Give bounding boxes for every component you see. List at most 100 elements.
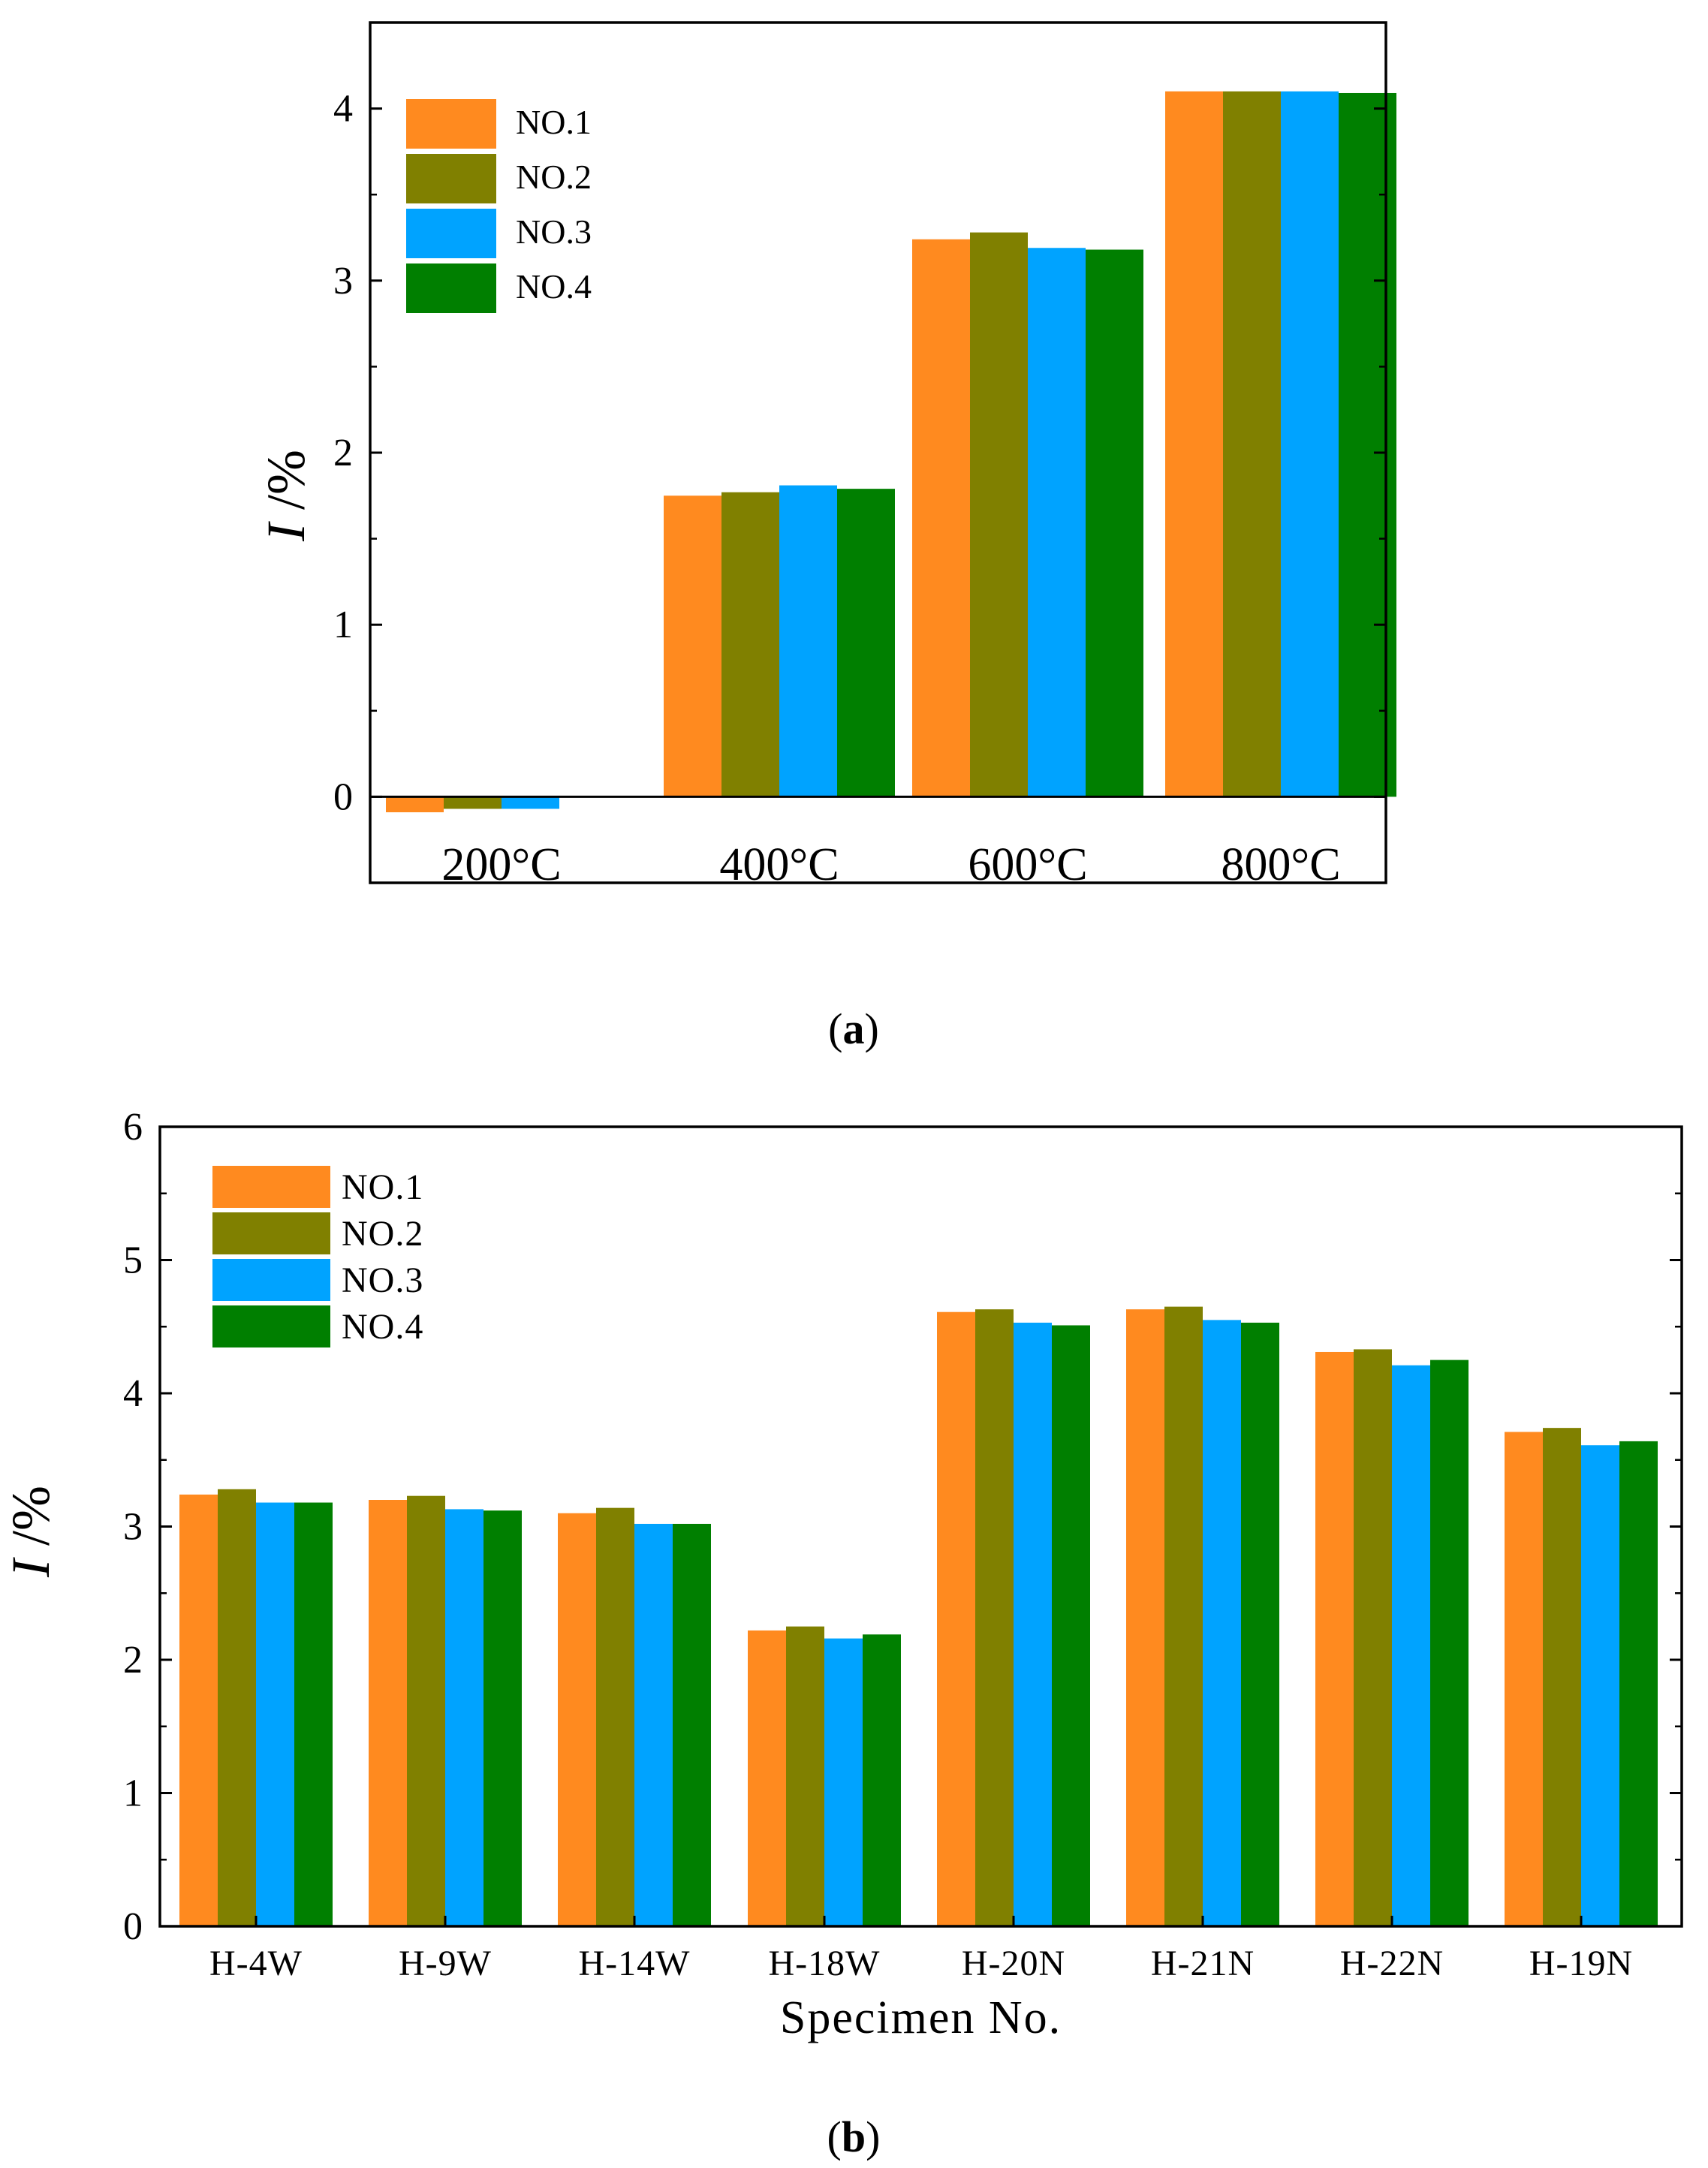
xtick-label-b-h4w: H-4W [209,1944,303,1983]
bar-b-no2-h21n [1164,1306,1203,1926]
xtick-label-a-800c: 800°C [1221,839,1340,890]
bar-b-no4-h4w [294,1502,333,1926]
ytick-label-b-6: 6 [123,1106,143,1149]
ytick-label-b-0: 0 [123,1905,143,1948]
xtick-label-a-200c: 200°C [441,839,561,890]
bar-b-no2-h4w [218,1489,256,1926]
legend-label-b-no4: NO.4 [342,1307,423,1347]
bar-b-no1-h18w [748,1630,786,1926]
bar-b-no2-h22n [1354,1349,1392,1926]
bar-b-no2-h18w [786,1626,824,1926]
bar-b-no2-h9w [407,1495,445,1926]
xtick-label-a-600c: 600°C [968,839,1087,890]
ytick-label-a-1: 1 [333,604,353,646]
ytick-label-b-5: 5 [123,1239,143,1282]
xtick-label-b-h21n: H-21N [1151,1944,1255,1983]
bar-a-no1-400c [664,495,721,797]
legend-swatch-a-no2 [406,154,496,203]
bar-b-no4-h20n [1052,1325,1090,1926]
bar-b-no2-h19n [1543,1428,1581,1926]
xtick-label-b-h9w: H-9W [399,1944,492,1983]
ytick-label-a-2: 2 [333,432,353,474]
legend-swatch-b-no1 [212,1166,330,1208]
ytick-label-b-1: 1 [123,1772,143,1815]
bar-b-no3-h20n [1014,1322,1052,1926]
panel-label-a-letter: a [843,1004,865,1053]
bar-a-no2-400c [721,492,779,797]
chart-panel-b: 0 1 2 3 4 5 6 H-4W H-9W H-14W H-18W H-20N H-21N H-22N… [1,1106,1683,2043]
bar-b-no3-h4w [256,1502,294,1926]
panel-label-a-open: ( [828,1004,842,1053]
xtick-label-b-h20n: H-20N [962,1944,1065,1983]
bar-a-no4-600c [1086,249,1143,797]
legend-label-b-no2: NO.2 [342,1214,423,1254]
bar-b-no1-h4w [179,1494,218,1926]
bar-b-no4-h9w [483,1510,522,1926]
panel-label-b-letter: b [842,2112,866,2161]
bar-b-no1-h14w [558,1513,596,1926]
bar-b-no3-h22n [1392,1365,1430,1926]
legend-label-a-no3: NO.3 [516,212,592,251]
legend-swatch-a-no4 [406,263,496,313]
xtick-label-b-h22n: H-22N [1340,1944,1444,1983]
bar-a-no2-800c [1223,91,1281,797]
legend-label-b-no1: NO.1 [342,1167,423,1207]
panel-label-b: (b) [827,2112,881,2161]
bar-b-no2-h14w [596,1507,634,1926]
legend-swatch-a-no3 [406,209,496,258]
bar-a-no3-800c [1281,91,1339,797]
legend-label-a-no2: NO.2 [516,158,592,196]
xtick-label-b-h14w: H-14W [579,1944,691,1983]
panel-label-b-close: ) [866,2112,880,2161]
bar-a-no3-200c [502,796,559,809]
xtick-label-a-400c: 400°C [719,839,839,890]
bar-a-no2-200c [444,796,502,809]
ylabel-italic-a: I [256,521,316,542]
xtick-label-b-h18w: H-18W [769,1944,881,1983]
bar-b-no1-h22n [1315,1351,1354,1926]
bar-a-no3-600c [1028,248,1086,797]
bar-a-no4-800c [1339,92,1396,797]
bar-a-no3-400c [779,485,837,797]
legend-label-a-no1: NO.1 [516,103,592,141]
ytick-label-b-3: 3 [123,1506,143,1549]
legend-label-a-no4: NO.4 [516,267,592,306]
bar-b-no1-h19n [1505,1432,1543,1926]
bar-a-no4-400c [837,489,895,797]
bar-b-no4-h14w [673,1523,711,1926]
ylabel-italic-b: I [1,1557,61,1578]
legend-swatch-b-no3 [212,1259,330,1301]
bar-b-no3-h18w [824,1638,863,1926]
bar-a-no1-800c [1165,91,1223,797]
bar-b-no1-h20n [937,1311,975,1926]
bar-b-no4-h19n [1619,1441,1658,1926]
bar-b-no3-h21n [1203,1320,1241,1926]
ylabel-b: I /% [1,1486,61,1578]
ytick-label-b-2: 2 [123,1639,143,1682]
bar-a-no1-600c [912,239,970,797]
legend-swatch-a-no1 [406,99,496,149]
ytick-label-a-3: 3 [333,260,353,303]
legend-label-b-no3: NO.3 [342,1260,423,1300]
bar-b-no1-h9w [369,1500,407,1926]
ylabel-a: I /% [256,450,316,542]
bar-b-no4-h21n [1241,1322,1279,1926]
xlabel-b: Specimen No. [780,1992,1062,2043]
legend-swatch-b-no2 [212,1212,330,1254]
bar-b-no2-h20n [975,1309,1014,1926]
legend-swatch-b-no4 [212,1305,330,1347]
ytick-label-b-4: 4 [123,1372,143,1415]
ylabel-rest-b: /% [1,1486,61,1559]
ylabel-rest-a: /% [256,450,316,523]
bar-b-no3-h14w [634,1523,673,1926]
ytick-label-a-0: 0 [333,775,353,818]
panel-label-b-open: ( [827,2112,842,2161]
panel-label-a-close: ) [865,1004,879,1053]
bar-b-no3-h19n [1581,1445,1619,1926]
panel-label-a: (a) [828,1004,879,1053]
bar-a-no1-200c [386,796,444,813]
bar-b-no4-h18w [863,1634,901,1926]
bar-a-no2-600c [970,232,1028,797]
xtick-label-b-h19n: H-19N [1529,1944,1633,1983]
